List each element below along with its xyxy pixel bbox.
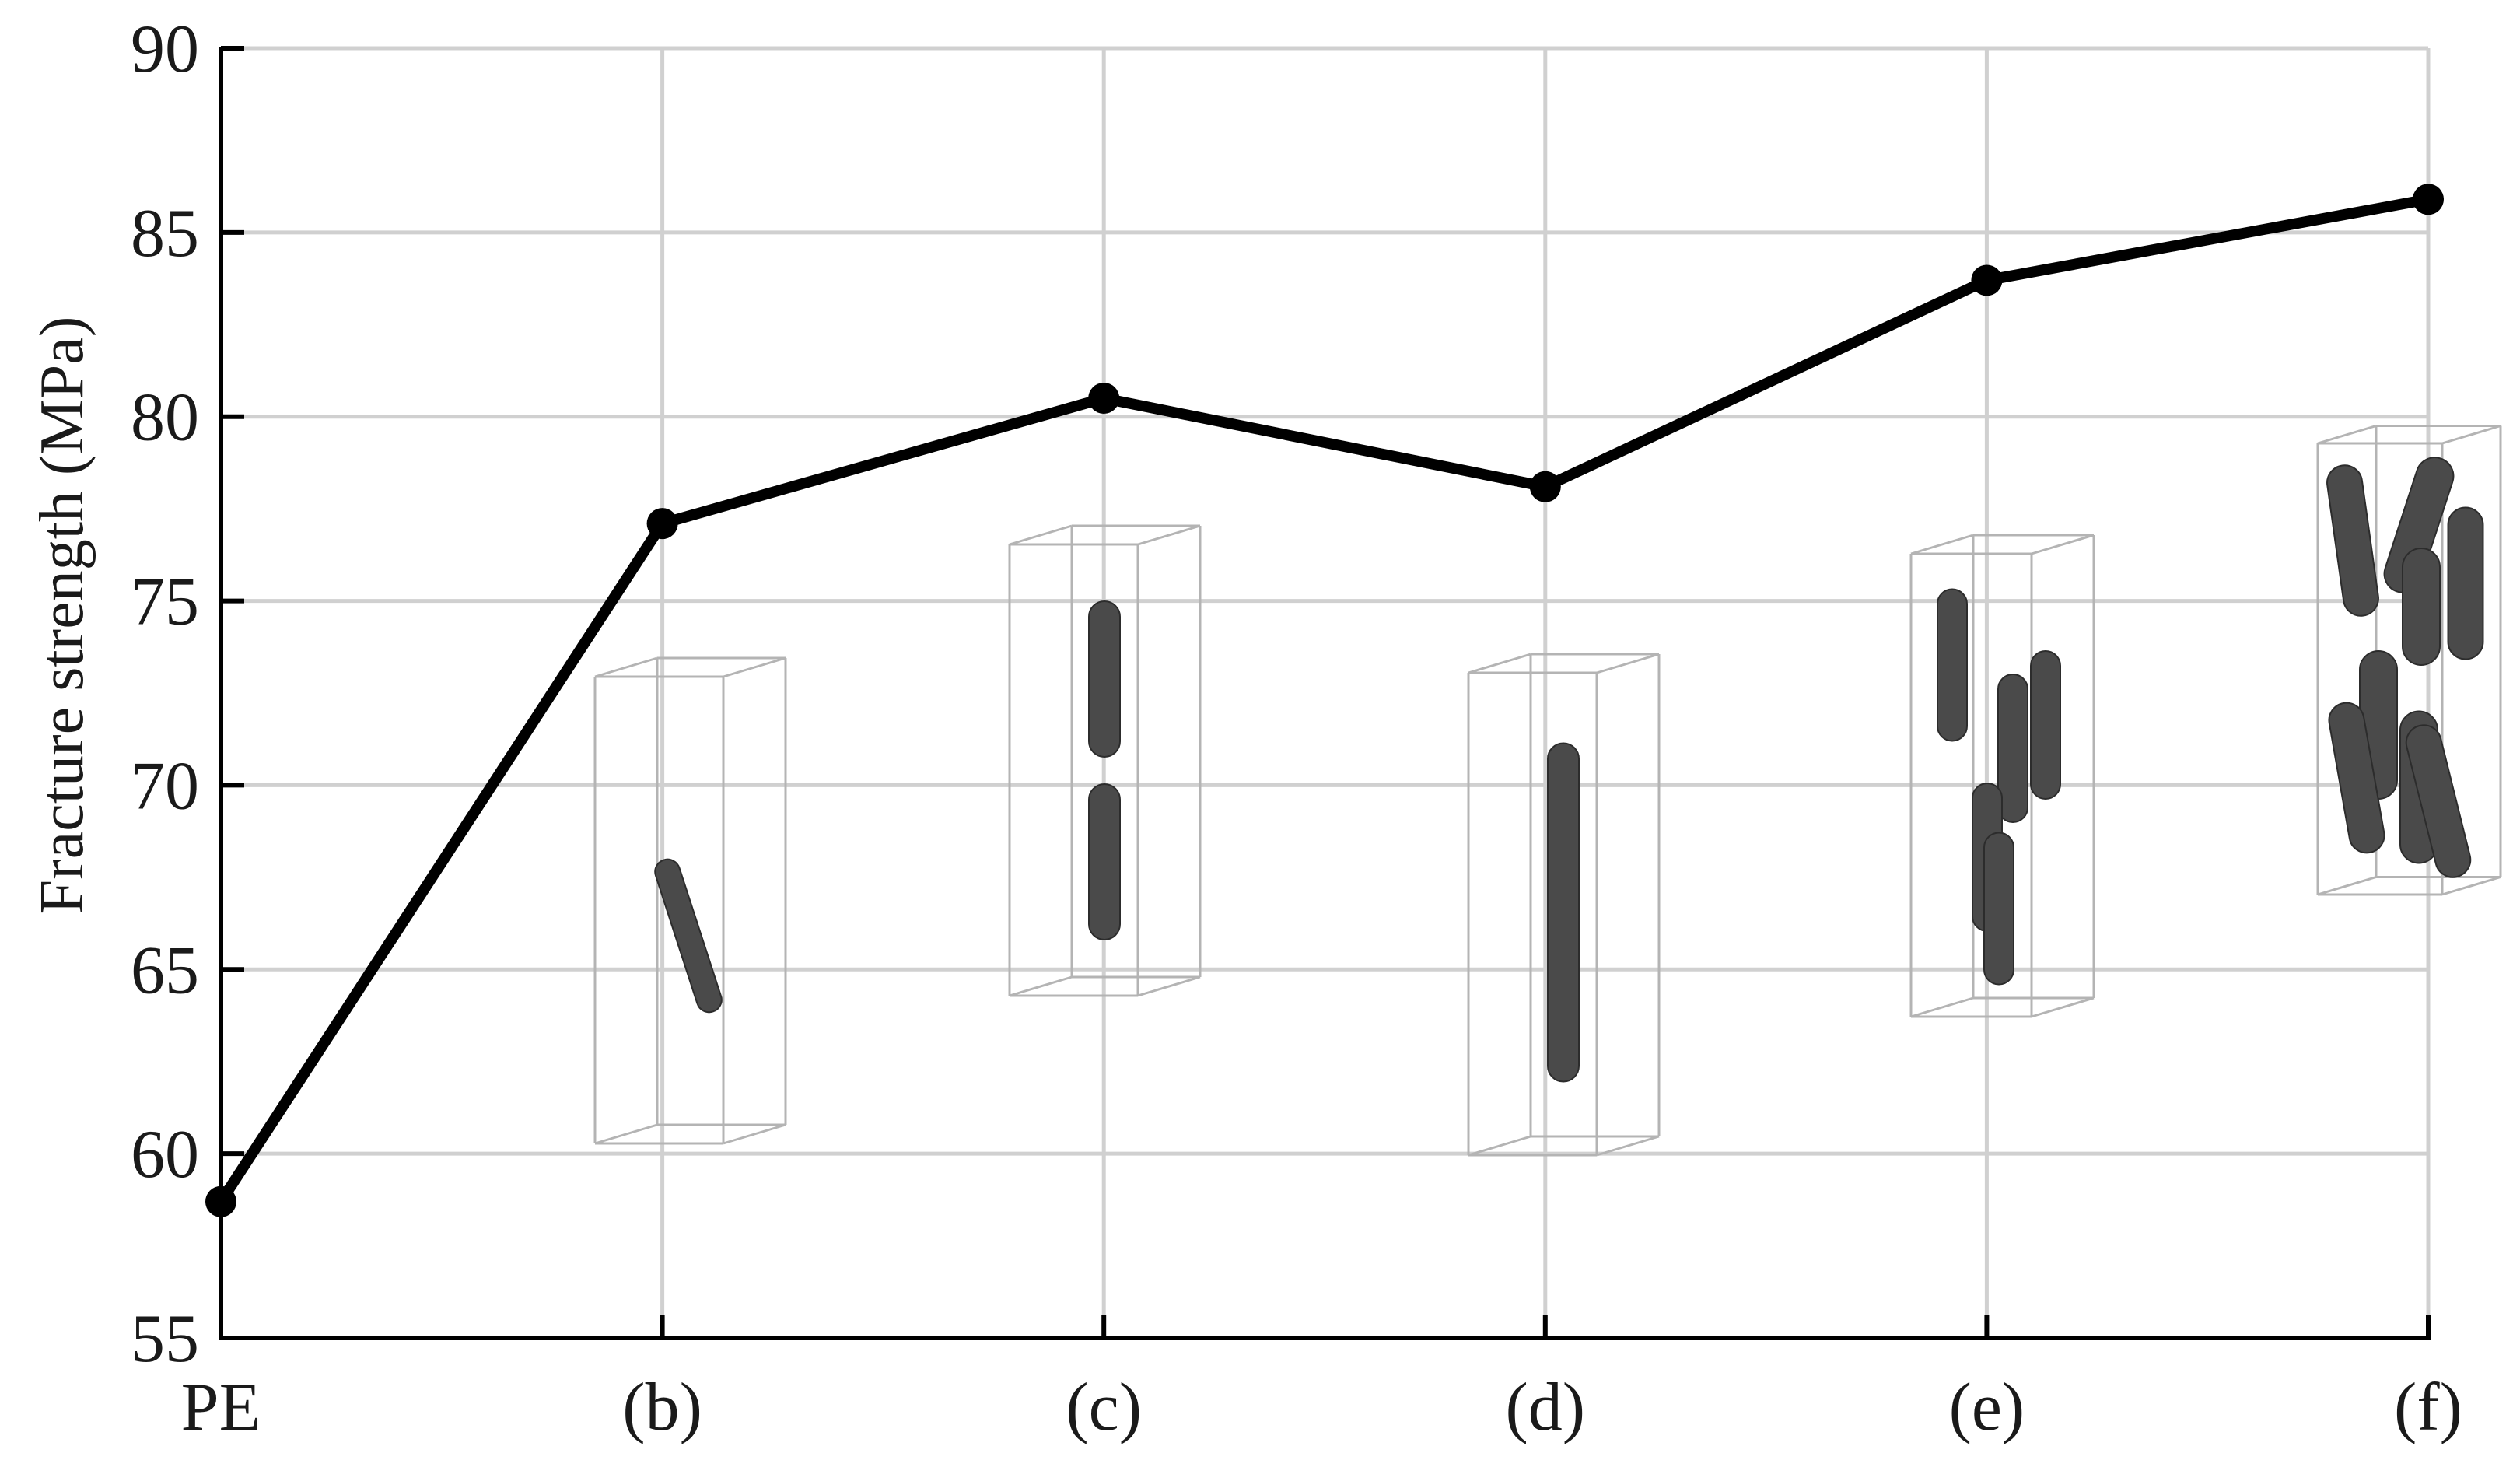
series-fracture-strength — [205, 184, 2444, 1217]
simulation-box-edge — [1468, 1135, 1531, 1157]
simulation-box-edge — [1137, 524, 1201, 546]
inset-structure-c — [1008, 524, 1202, 997]
simulation-box-edge — [2441, 425, 2501, 445]
nanotube — [1983, 832, 2014, 986]
inset-structure-e — [1909, 534, 2095, 1018]
simulation-box-edge — [2317, 876, 2377, 896]
x-tick-label: (e) — [1949, 1370, 2025, 1445]
y-tick-label: 55 — [131, 1301, 199, 1377]
simulation-box-edge — [1009, 524, 1073, 546]
nanotube — [2326, 464, 2379, 617]
simulation-box-edge — [1596, 1135, 1660, 1157]
data-point — [205, 1185, 236, 1217]
simulation-box-edge — [1910, 534, 1974, 555]
y-tick-label: 80 — [131, 380, 199, 456]
nanotube — [2405, 724, 2472, 878]
simulation-box-edge — [1468, 653, 1531, 674]
x-tick-label: (c) — [1066, 1370, 1142, 1445]
nanotube — [654, 858, 723, 1014]
nanotube — [2030, 650, 2061, 800]
simulation-box-edge — [1009, 975, 1073, 997]
simulation-box-edge — [2441, 876, 2501, 896]
simulation-box-edge — [2317, 425, 2377, 445]
inset-structure-f — [2316, 425, 2502, 896]
x-tick-label: (d) — [1505, 1370, 1585, 1445]
inset-structure-d — [1467, 653, 1661, 1157]
nanotube — [1547, 742, 1580, 1083]
x-tick-label: (b) — [622, 1370, 702, 1445]
y-tick-label: 85 — [131, 196, 199, 271]
nanotube — [1088, 783, 1121, 940]
data-point — [1529, 471, 1561, 502]
simulation-box-edge — [2031, 534, 2095, 555]
nanotube — [2402, 548, 2441, 666]
structure-insets — [593, 425, 2502, 1157]
simulation-box-edge — [1137, 975, 1201, 997]
tick-labels: 55 60 65 70 75 80 85 90 PE (b) (c) (d) (e) (f) Fractur… — [28, 12, 2462, 1445]
simulation-box-edge — [1596, 653, 1660, 674]
nanotube — [1088, 600, 1121, 758]
grid-lines — [221, 46, 2431, 1338]
y-tick-label: 70 — [131, 748, 199, 824]
series-line — [216, 194, 2430, 1205]
data-point — [1971, 264, 2003, 296]
y-tick-label: 90 — [131, 12, 199, 87]
y-tick-label: 75 — [131, 565, 199, 640]
nanotube — [2447, 506, 2484, 660]
axes — [219, 46, 2431, 1340]
nanotube — [2328, 702, 2385, 854]
data-point — [2413, 184, 2444, 215]
nanotube — [1997, 674, 2028, 823]
simulation-box-edge — [723, 1123, 786, 1145]
nanotube — [1937, 588, 1968, 742]
data-point — [646, 508, 678, 540]
simulation-box-edge — [723, 656, 786, 678]
x-tick-label: PE — [181, 1370, 261, 1445]
simulation-box-edge — [2031, 996, 2095, 1018]
y-tick-label: 65 — [131, 933, 199, 1008]
simulation-box-edge — [594, 1123, 658, 1145]
y-axis-title: Fracture strength (MPa) — [28, 317, 96, 915]
data-point — [1088, 383, 1120, 415]
simulation-box-edge — [1910, 996, 1974, 1018]
nanotube — [2383, 457, 2455, 593]
y-tick-label: 60 — [131, 1117, 199, 1192]
simulation-box-edge — [594, 656, 658, 678]
inset-structure-b — [593, 656, 787, 1145]
x-tick-label: (f) — [2394, 1370, 2462, 1445]
